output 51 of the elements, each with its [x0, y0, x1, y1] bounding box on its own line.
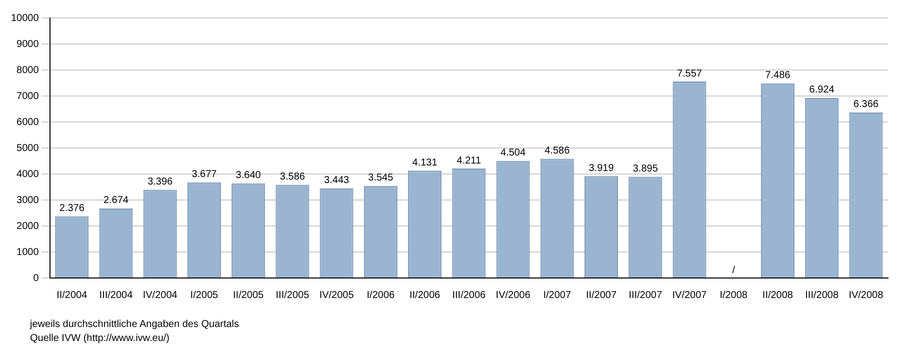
y-tick-label: 7000	[16, 90, 40, 102]
x-tick-label: III/2008	[805, 290, 839, 301]
y-tick-label: 0	[33, 272, 40, 284]
data-label: 7.557	[676, 68, 702, 80]
y-tick-label: 1000	[16, 246, 40, 258]
x-tick-label: II/2007	[586, 290, 617, 301]
x-tick-label: I/2005	[190, 290, 219, 301]
data-label: 3.396	[148, 176, 174, 188]
y-tick-label: 9000	[16, 38, 40, 50]
data-label: 3.919	[588, 162, 614, 174]
text: jeweils durchschnittliche Angaben des Quartals	[30, 318, 240, 332]
x-tick-label: II/2005	[233, 290, 264, 301]
source-note: Quelle IVW (http://www.ivw.eu/)	[30, 332, 170, 346]
y-tick-label: 8000	[16, 64, 40, 76]
data-label: 6.366	[853, 99, 879, 110]
data-label: 3.895	[632, 163, 658, 174]
data-label: 2.674	[103, 195, 129, 206]
x-tick-label: III/2006	[452, 290, 486, 301]
data-label: 3.640	[236, 170, 262, 182]
data-label: 4.211	[456, 155, 482, 166]
y-tick-label: 2000	[16, 220, 40, 232]
x-tick-label: II/2006	[409, 290, 441, 301]
data-label: 4.504	[500, 148, 526, 159]
x-tick-label: IV/2007	[672, 290, 708, 301]
data-label: 3.677	[192, 169, 218, 180]
x-tick-label: IV/2005	[319, 290, 354, 301]
y-tick-label: 5000	[16, 142, 40, 154]
x-tick-label: II/2004	[56, 290, 88, 301]
x-tick-label: II/2008	[762, 290, 794, 301]
x-tick-label: I/2007	[543, 290, 572, 301]
y-tick-label: 6000	[16, 116, 40, 128]
x-tick-label: III/2005	[276, 290, 310, 301]
x-tick-label: IV/2004	[142, 290, 178, 301]
data-label: 3.545	[368, 172, 394, 184]
data-label: 3.586	[280, 172, 306, 183]
x-tick-label: I/2006	[366, 290, 396, 301]
data-label: 4.131	[412, 157, 438, 168]
y-tick-label: 3000	[16, 194, 40, 206]
data-label: 2.376	[59, 202, 85, 214]
text: /	[732, 264, 735, 276]
data-label: 7.486	[765, 70, 791, 82]
x-tick-label: IV/2008	[848, 290, 884, 301]
data-label: 4.586	[544, 146, 570, 157]
y-tick-label: 10000	[10, 12, 40, 24]
data-label: 3.443	[324, 175, 350, 186]
x-tick-label: IV/2006	[496, 290, 531, 301]
x-tick-label: III/2004	[99, 290, 134, 301]
x-tick-label: III/2007	[628, 290, 662, 301]
y-tick-label: 4000	[16, 168, 40, 180]
x-tick-label: I/2008	[720, 290, 748, 301]
data-label: 6.924	[809, 84, 835, 96]
